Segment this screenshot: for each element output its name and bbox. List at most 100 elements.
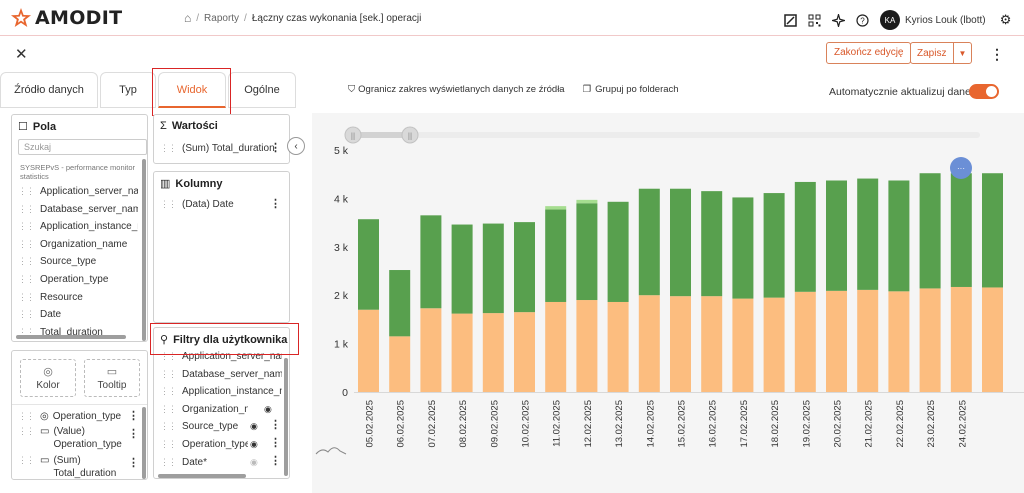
drag-handle-icon[interactable]: ⋮⋮	[18, 291, 35, 302]
more-options-icon[interactable]: ⋮	[990, 46, 1004, 62]
drag-handle-icon[interactable]: ⋮⋮	[18, 326, 35, 337]
close-icon[interactable]: ✕	[15, 46, 28, 63]
x-tick-label: 15.02.2025	[677, 400, 688, 448]
field-item[interactable]: ⋮⋮ Source_type	[18, 256, 97, 268]
drag-handle-icon[interactable]: ⋮⋮	[160, 386, 177, 397]
filter-item[interactable]: ⋮⋮ Source_type	[160, 421, 239, 433]
tab-type[interactable]: Typ	[100, 72, 156, 108]
user-filters-panel: ⚲ Filtry dla użytkownika ⋮⋮ Application_s…	[153, 327, 290, 479]
drag-handle-icon[interactable]: ⋮⋮	[160, 439, 177, 449]
bar-segment	[514, 222, 535, 313]
color-button[interactable]: ◎ Kolor	[20, 359, 76, 397]
help-icon[interactable]: ?	[854, 12, 870, 28]
collapse-panel-chevron-left-icon[interactable]: ‹	[287, 137, 305, 155]
field-item[interactable]: ⋮⋮ Resource	[18, 291, 83, 303]
user-name[interactable]: Kyrios Louk (lbott)	[905, 14, 986, 26]
drag-handle-icon[interactable]: ⋮⋮	[18, 203, 35, 214]
field-item[interactable]: ⋮⋮Application_server_name	[18, 186, 138, 197]
tooltip-item-sum[interactable]: ⋮⋮ ▭ (Sum) Total_duration	[18, 455, 117, 479]
end-edit-button[interactable]: Zakończ edycję	[826, 42, 912, 64]
color-vertical-scrollbar[interactable]	[142, 407, 146, 479]
drag-handle-icon[interactable]: ⋮⋮	[18, 455, 35, 465]
bar-segment	[701, 191, 723, 297]
visibility-eye-icon[interactable]: ◉	[264, 403, 272, 414]
tab-view[interactable]: Widok	[158, 72, 226, 108]
sparkle-icon[interactable]	[830, 12, 846, 28]
top-bar: AMODIT ⌂ / Raporty / Łączny czas wykonan…	[0, 0, 1024, 36]
group-by-folders-button[interactable]: Grupuj po folderach	[595, 84, 679, 95]
tab-general[interactable]: Ogólne	[228, 72, 296, 108]
color-item-operation-type[interactable]: ⋮⋮ ◎ Operation_type	[18, 411, 122, 422]
filter-item[interactable]: ⋮⋮Application_instance_name	[160, 386, 282, 398]
save-button[interactable]: Zapisz ▼	[910, 42, 972, 64]
drag-handle-icon[interactable]: ⋮⋮	[18, 186, 35, 196]
drag-handle-icon[interactable]: ⋮⋮	[18, 274, 35, 284]
visibility-eye-icon[interactable]: ◉	[250, 456, 258, 467]
fields-vertical-scrollbar[interactable]	[142, 159, 146, 341]
drag-handle-icon[interactable]: ⋮⋮	[18, 221, 35, 232]
filters-vertical-scrollbar[interactable]	[284, 358, 288, 476]
filter-item[interactable]: ⋮⋮ Database_server_name	[160, 368, 282, 380]
bar-segment	[982, 287, 1003, 392]
field-item[interactable]: ⋮⋮Application_instance_name	[18, 221, 138, 233]
fields-search-input[interactable]: Szukaj	[18, 139, 147, 155]
chart-action-dot[interactable]	[950, 157, 972, 179]
drag-handle-icon[interactable]: ⋮⋮	[160, 368, 177, 379]
auto-update-toggle[interactable]	[969, 84, 999, 99]
drag-handle-icon[interactable]: ⋮⋮	[18, 426, 35, 436]
filter-item-menu-icon[interactable]: ⋮	[270, 437, 281, 449]
home-icon[interactable]: ⌂	[184, 11, 192, 25]
color-item-menu-icon[interactable]: ⋮	[128, 410, 139, 422]
folder-group-icon[interactable]: ❐	[582, 84, 592, 95]
values-item-menu-icon[interactable]: ⋮	[270, 142, 281, 154]
edit-square-icon[interactable]	[782, 12, 798, 28]
filter-item[interactable]: ⋮⋮ Operation_type	[160, 439, 248, 450]
x-tick-label: 05.02.2025	[365, 400, 376, 448]
fields-horizontal-scrollbar[interactable]	[16, 335, 126, 339]
tooltip-item-menu-icon[interactable]: ⋮	[128, 428, 139, 440]
x-tick-label: 24.02.2025	[957, 400, 968, 448]
filter-icon[interactable]: ⛉	[348, 84, 356, 95]
filter-item-menu-icon[interactable]: ⋮	[270, 454, 281, 467]
filter-item[interactable]: ⋮⋮ Date*	[160, 456, 208, 468]
filters-horizontal-scrollbar[interactable]	[158, 474, 246, 478]
field-item[interactable]: ⋮⋮ Total_duration	[18, 326, 103, 338]
drag-handle-icon[interactable]: ⋮⋮	[160, 143, 177, 153]
qr-code-icon[interactable]	[806, 12, 822, 28]
drag-handle-icon[interactable]: ⋮⋮	[18, 256, 35, 267]
drag-handle-icon[interactable]: ⋮⋮	[18, 238, 35, 249]
drag-handle-icon[interactable]: ⋮⋮	[160, 199, 177, 209]
visibility-eye-icon[interactable]: ◉	[250, 439, 258, 449]
field-item[interactable]: ⋮⋮ Organization_name	[18, 238, 128, 250]
save-dropdown-chevron-down-icon[interactable]: ▼	[953, 43, 971, 63]
range-slider-handle-left[interactable]	[344, 126, 362, 144]
tooltip-item-menu-icon-2[interactable]: ⋮	[128, 457, 139, 469]
field-item[interactable]: ⋮⋮ Database_server_name	[18, 203, 138, 215]
filter-item-menu-icon[interactable]: ⋮	[270, 419, 281, 432]
field-item[interactable]: ⋮⋮ Operation_type	[18, 274, 109, 285]
tab-data-source[interactable]: Źródło danych	[0, 72, 98, 108]
app-logo[interactable]: AMODIT	[10, 7, 122, 29]
columns-item-menu-icon[interactable]: ⋮	[270, 198, 281, 210]
avatar[interactable]: KA	[880, 10, 900, 30]
filter-item[interactable]: ⋮⋮Organization_name	[160, 403, 248, 415]
bar-segment	[482, 313, 504, 392]
drag-handle-icon[interactable]: ⋮⋮	[160, 421, 177, 432]
drag-handle-icon[interactable]: ⋮⋮	[160, 403, 177, 414]
drag-handle-icon[interactable]: ⋮⋮	[160, 351, 177, 361]
drag-handle-icon[interactable]: ⋮⋮	[160, 456, 177, 467]
values-item[interactable]: ⋮⋮ (Sum) Total_duration	[160, 143, 275, 154]
tooltip-button[interactable]: ▭ Tooltip	[84, 359, 140, 397]
visibility-eye-icon[interactable]: ◉	[250, 421, 258, 432]
drag-handle-icon[interactable]: ⋮⋮	[18, 411, 35, 421]
range-slider-handle-right[interactable]	[401, 126, 419, 144]
bar-segment	[919, 173, 941, 289]
field-item[interactable]: ⋮⋮ Date	[18, 309, 62, 321]
tooltip-item-value[interactable]: ⋮⋮ ▭ (Value) Operation_type	[18, 426, 122, 450]
breadcrumb-reports[interactable]: Raporty	[204, 12, 240, 24]
drag-handle-icon[interactable]: ⋮⋮	[18, 309, 35, 320]
settings-gear-icon[interactable]: ⚙	[999, 12, 1012, 27]
columns-item[interactable]: ⋮⋮ (Data) Date	[160, 199, 234, 210]
filter-item[interactable]: ⋮⋮Application_server_name	[160, 351, 282, 362]
limit-data-range-button[interactable]: Ogranicz zakres wyświetlanych danych ze …	[358, 84, 565, 95]
